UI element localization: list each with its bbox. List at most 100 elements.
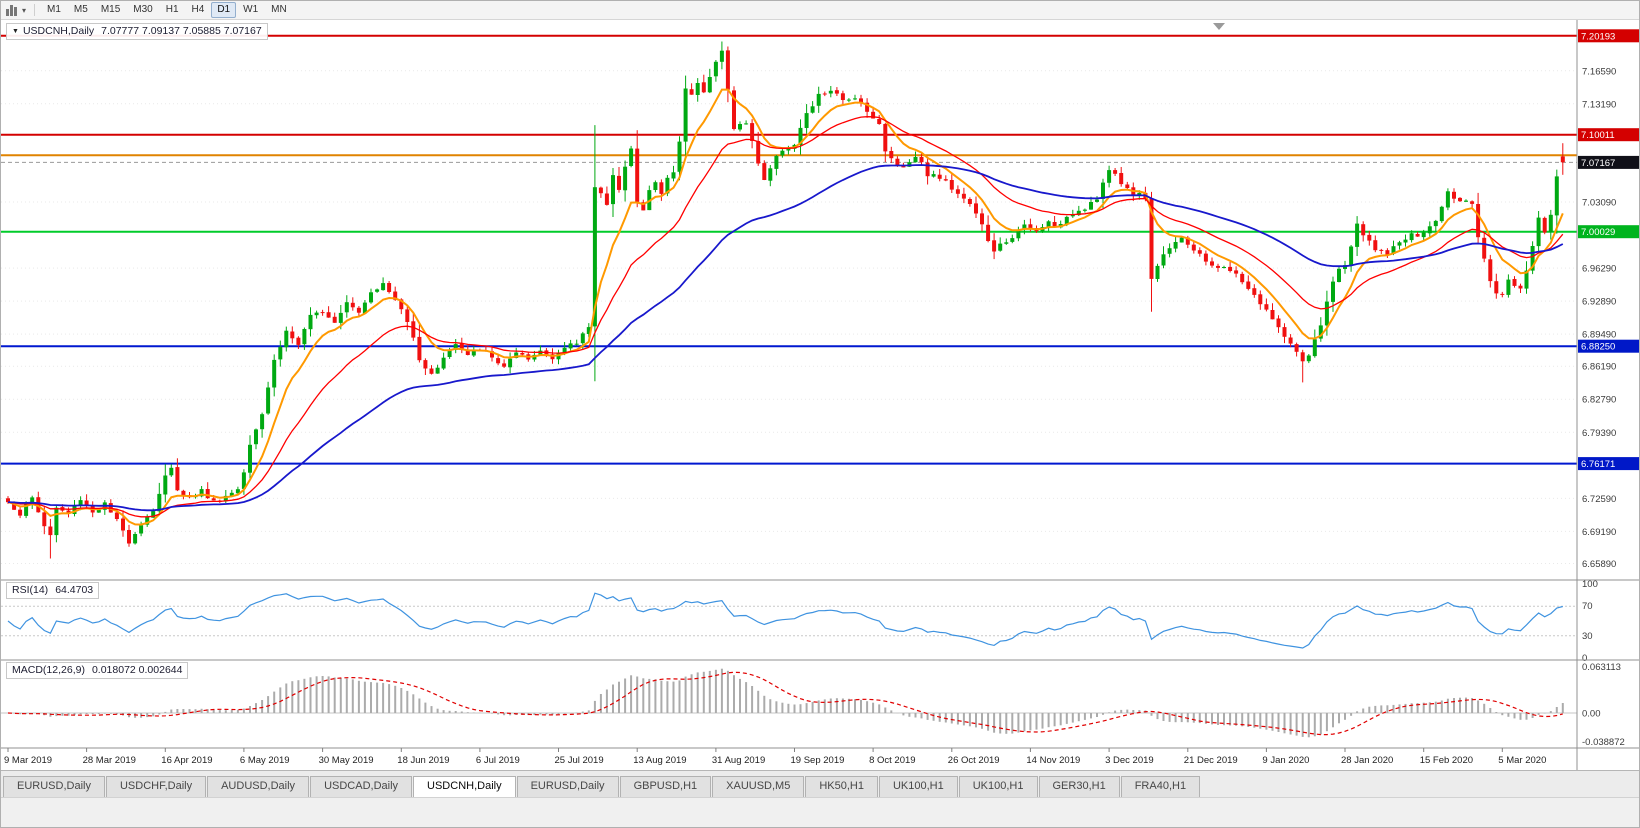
candle-body[interactable] <box>1076 210 1081 216</box>
candle-body[interactable] <box>1488 259 1493 282</box>
candle-body[interactable] <box>447 350 452 357</box>
candle-body[interactable] <box>871 111 876 119</box>
candle-body[interactable] <box>665 177 670 194</box>
candle-body[interactable] <box>1361 224 1366 236</box>
candle-body[interactable] <box>326 312 331 318</box>
candle-body[interactable] <box>1010 238 1015 242</box>
candle-body[interactable] <box>719 50 724 62</box>
chart-tab-GER30-H1-11[interactable]: GER30,H1 <box>1038 776 1120 797</box>
candle-body[interactable] <box>822 93 827 95</box>
candle-body[interactable] <box>762 163 767 180</box>
candle-body[interactable] <box>375 289 380 292</box>
candle-body[interactable] <box>1185 237 1190 245</box>
candle-body[interactable] <box>1155 265 1160 279</box>
candle-body[interactable] <box>683 88 688 142</box>
candle-body[interactable] <box>502 363 507 367</box>
candle-body[interactable] <box>828 90 833 94</box>
candle-body[interactable] <box>738 124 742 130</box>
candle-body[interactable] <box>1403 239 1408 243</box>
candle-body[interactable] <box>157 493 162 512</box>
candle-body[interactable] <box>1240 273 1245 283</box>
candle-body[interactable] <box>810 106 815 113</box>
candle-body[interactable] <box>205 489 210 499</box>
candle-body[interactable] <box>1464 200 1468 202</box>
candle-body[interactable] <box>974 203 978 214</box>
candle-body[interactable] <box>1004 242 1009 244</box>
candle-body[interactable] <box>1179 237 1184 243</box>
candle-body[interactable] <box>846 99 851 101</box>
candle-body[interactable] <box>241 472 246 489</box>
candle-body[interactable] <box>435 367 440 374</box>
candle-body[interactable] <box>1312 339 1317 357</box>
candle-body[interactable] <box>1216 265 1220 268</box>
candle-body[interactable] <box>1052 222 1057 227</box>
candle-body[interactable] <box>393 291 398 300</box>
chart-tab-EURUSD-Daily-5[interactable]: EURUSD,Daily <box>516 776 619 797</box>
chart-tab-USDCHF-Daily-1[interactable]: USDCHF,Daily <box>105 776 207 797</box>
chart-tab-UK100-H1-10[interactable]: UK100,H1 <box>958 776 1038 797</box>
candle-body[interactable] <box>1167 248 1172 254</box>
timeframe-button-H1[interactable]: H1 <box>165 4 179 15</box>
candle-body[interactable] <box>260 414 265 430</box>
chart-tab-AUDUSD-Daily-2[interactable]: AUDUSD,Daily <box>207 776 310 797</box>
candle-body[interactable] <box>369 292 373 303</box>
candle-body[interactable] <box>465 350 470 355</box>
candle-body[interactable] <box>1306 355 1311 362</box>
chart-tab-USDCNH-Daily-4[interactable]: USDCNH,Daily <box>413 776 516 797</box>
candle-body[interactable] <box>744 123 749 125</box>
candle-body[interactable] <box>961 193 966 199</box>
candle-body[interactable] <box>1125 184 1130 189</box>
candle-body[interactable] <box>441 357 446 369</box>
candle-body[interactable] <box>732 90 736 129</box>
candle-body[interactable] <box>199 489 204 497</box>
candle-body[interactable] <box>1264 304 1269 310</box>
candle-body[interactable] <box>1222 267 1226 268</box>
candle-body[interactable] <box>1082 209 1087 211</box>
candle-body[interactable] <box>1324 301 1329 326</box>
candle-body[interactable] <box>701 82 706 93</box>
candle-body[interactable] <box>617 175 621 190</box>
candle-body[interactable] <box>163 475 168 495</box>
chart-type-icon[interactable] <box>4 4 19 16</box>
candle-body[interactable] <box>1427 226 1432 234</box>
candle-body[interactable] <box>1234 270 1239 274</box>
candle-body[interactable] <box>865 102 870 112</box>
candle-body[interactable] <box>1107 170 1112 183</box>
candle-body[interactable] <box>18 509 23 516</box>
candle-body[interactable] <box>1415 234 1420 237</box>
candle-body[interactable] <box>1512 279 1517 286</box>
candle-body[interactable] <box>725 50 730 90</box>
candle-body[interactable] <box>635 148 640 202</box>
candle-body[interactable] <box>1228 266 1233 271</box>
candle-body[interactable] <box>853 98 857 100</box>
candle-body[interactable] <box>84 500 89 506</box>
candle-body[interactable] <box>151 511 156 518</box>
candle-body[interactable] <box>1046 221 1051 227</box>
candle-body[interactable] <box>1191 244 1196 251</box>
candle-body[interactable] <box>350 302 355 308</box>
timeframe-button-M30[interactable]: M30 <box>133 4 153 15</box>
candle-body[interactable] <box>453 344 458 350</box>
candle-body[interactable] <box>1476 204 1481 238</box>
candle-body[interactable] <box>980 213 984 225</box>
candle-body[interactable] <box>490 351 494 358</box>
candle-body[interactable] <box>1258 294 1263 305</box>
candle-body[interactable] <box>338 312 343 323</box>
candle-body[interactable] <box>1548 214 1553 232</box>
candle-body[interactable] <box>986 224 991 241</box>
candle-body[interactable] <box>804 113 809 128</box>
candle-body[interactable] <box>1101 182 1105 199</box>
candle-body[interactable] <box>562 347 567 354</box>
candle-body[interactable] <box>175 467 180 491</box>
candle-body[interactable] <box>1494 281 1499 294</box>
candle-body[interactable] <box>290 331 295 339</box>
candle-body[interactable] <box>278 346 283 360</box>
candle-body[interactable] <box>235 489 240 494</box>
timeframe-button-H4[interactable]: H4 <box>191 4 205 15</box>
candle-body[interactable] <box>496 358 501 364</box>
candle-body[interactable] <box>381 283 386 291</box>
candle-body[interactable] <box>1470 201 1475 204</box>
candle-body[interactable] <box>1421 232 1426 238</box>
candle-body[interactable] <box>459 343 464 350</box>
candle-body[interactable] <box>901 165 906 168</box>
